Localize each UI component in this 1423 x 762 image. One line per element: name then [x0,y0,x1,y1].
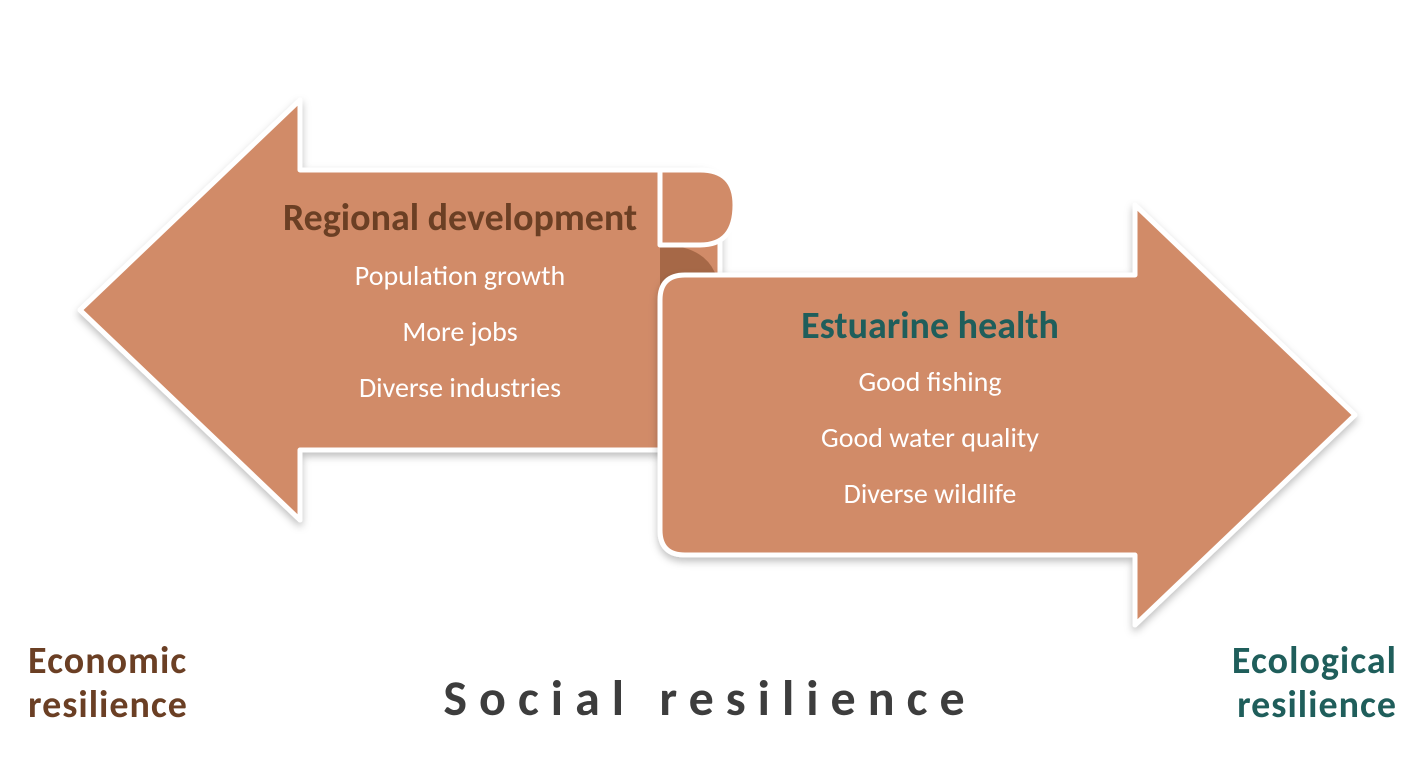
diagram-stage: Regional development Population growth M… [0,0,1423,762]
left-arrow-shape [80,100,720,520]
right-arrow-item-3: Diverse wildlife [700,480,1160,508]
footer-left-label: Economic resilience [28,640,188,727]
right-arrow-item-1: Good fishing [700,368,1160,396]
left-arrow-item-1: Population growth [225,262,695,290]
footer-left-line2: resilience [28,682,188,728]
left-arrow-item-3: Diverse industries [225,374,695,402]
footer-left-line1: Economic [28,638,187,684]
right-arrow-shape [660,205,1355,625]
footer-right-line1: Ecological [1232,638,1397,684]
left-arrow-item-2: More jobs [225,318,695,346]
footer-right-label: Ecological resilience [1232,640,1397,727]
right-arrow-heading: Estuarine health [700,303,1160,349]
footer-center-label: Social resilience [340,668,1080,729]
right-arrow-item-2: Good water quality [700,424,1160,452]
left-arrow-heading: Regional development [225,195,695,241]
footer-right-line2: resilience [1237,682,1397,728]
